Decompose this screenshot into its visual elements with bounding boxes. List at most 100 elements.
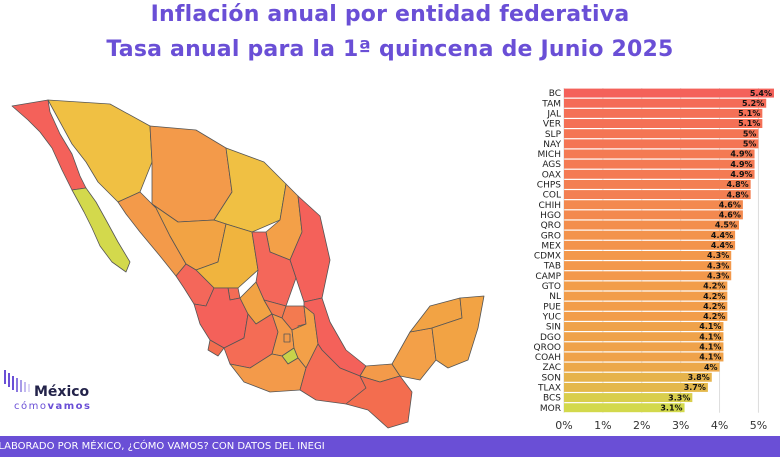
category-label: DGO	[540, 333, 561, 343]
bar-mex	[564, 240, 736, 250]
value-label: 3.1%	[660, 403, 682, 412]
bar-nl	[564, 291, 728, 301]
bar-nay	[564, 139, 759, 149]
bar-bcs	[564, 393, 693, 403]
category-label: TAB	[543, 262, 561, 272]
value-label: 4.9%	[730, 170, 752, 179]
value-label: 4.3%	[707, 251, 729, 260]
map-state-chih	[149, 125, 233, 223]
logo-subtitle-a: cómo	[14, 401, 48, 412]
bar-camp	[564, 271, 732, 281]
bar-tlax	[564, 382, 708, 392]
category-label: QROO	[533, 343, 561, 353]
category-label: PUE	[543, 302, 561, 312]
bar-chps	[564, 179, 751, 189]
value-label: 5.1%	[738, 119, 760, 128]
value-label: 4.2%	[703, 302, 725, 311]
map-state-col	[207, 339, 225, 357]
logo-subtitle: cómovamos	[14, 401, 92, 412]
value-label: 4.9%	[730, 160, 752, 169]
value-label: 4.4%	[711, 231, 733, 240]
value-label: 5%	[743, 140, 757, 149]
mexico-como-vamos-logo: México cómovamos	[2, 366, 112, 412]
value-label: 5.1%	[738, 109, 760, 118]
bar-mich	[564, 149, 755, 159]
category-label: GTO	[542, 282, 561, 292]
bar-gro	[564, 230, 736, 240]
value-label: 4.9%	[730, 150, 752, 159]
category-label: HGO	[540, 211, 561, 221]
bar-tab	[564, 261, 732, 271]
chart-subtitle: Tasa anual para la 1ª quincena de Junio …	[106, 37, 674, 62]
category-label: GRO	[541, 231, 561, 241]
bar-qroo	[564, 342, 724, 352]
category-label: JAL	[546, 109, 561, 119]
value-label: 4.1%	[699, 343, 721, 352]
x-tick-label: 5%	[750, 419, 767, 432]
value-label: 4%	[704, 363, 718, 372]
category-label: NL	[549, 292, 561, 302]
category-label: COL	[543, 191, 561, 201]
category-label: BCS	[543, 394, 561, 404]
bar-mor	[564, 403, 685, 413]
category-label: TAM	[541, 99, 561, 109]
category-label: CHPS	[537, 181, 561, 191]
value-label: 4.4%	[711, 241, 733, 250]
bars-logo-icon	[4, 370, 30, 392]
value-label: 5.2%	[742, 99, 764, 108]
value-label: 4.2%	[703, 312, 725, 321]
mexico-map	[0, 92, 520, 432]
map-state-gro	[229, 353, 307, 393]
category-label: AGS	[542, 160, 561, 170]
value-label: 4.3%	[707, 261, 729, 270]
map-state-cdmx	[283, 333, 291, 343]
map-state-camp	[391, 327, 437, 381]
bar-yuc	[564, 311, 728, 321]
bar-col	[564, 190, 751, 200]
bar-gto	[564, 281, 728, 291]
category-label: SIN	[546, 323, 561, 333]
value-label: 5%	[743, 129, 757, 138]
category-label: MOR	[540, 404, 561, 414]
value-label: 4.6%	[719, 200, 741, 209]
category-label: VER	[543, 120, 561, 130]
category-label: CAMP	[535, 272, 561, 282]
bar-jal	[564, 108, 763, 118]
map-state-chps	[345, 375, 413, 429]
category-label: SON	[541, 373, 561, 383]
value-label: 4.2%	[703, 292, 725, 301]
bar-pue	[564, 301, 728, 311]
value-label: 4.8%	[726, 190, 748, 199]
bar-hgo	[564, 210, 743, 220]
value-label: 4.6%	[719, 211, 741, 220]
bar-tam	[564, 98, 767, 108]
bar-cdmx	[564, 251, 732, 260]
map-state-slp	[251, 231, 297, 307]
value-label: 5.4%	[750, 89, 772, 98]
value-label: 4.2%	[703, 282, 725, 291]
category-label: MEX	[541, 241, 561, 251]
bar-sin	[564, 322, 724, 331]
value-label: 4.1%	[699, 322, 721, 331]
x-tick-label: 3%	[672, 419, 689, 432]
logo-name: México	[34, 384, 90, 400]
value-label: 3.7%	[684, 383, 706, 392]
value-label: 4.3%	[707, 271, 729, 280]
bar-chih	[564, 200, 743, 210]
category-label: OAX	[542, 170, 561, 180]
value-label: 4.1%	[699, 353, 721, 362]
category-label: SLP	[545, 130, 562, 140]
mexico-map-svg	[11, 99, 485, 429]
bar-son	[564, 372, 712, 382]
bar-ags	[564, 159, 755, 169]
source-footer: ELABORADO POR MÉXICO, ¿CÓMO VAMOS? CON D…	[0, 436, 780, 457]
category-label: MICH	[538, 150, 561, 160]
bar-slp	[564, 129, 759, 139]
x-tick-label: 4%	[711, 419, 728, 432]
x-tick-label: 1%	[594, 419, 611, 432]
category-label: CHIH	[539, 201, 561, 211]
value-label: 4.5%	[715, 221, 737, 230]
bar-oax	[564, 169, 755, 179]
bar-coah	[564, 352, 724, 362]
value-label: 3.3%	[668, 393, 690, 402]
